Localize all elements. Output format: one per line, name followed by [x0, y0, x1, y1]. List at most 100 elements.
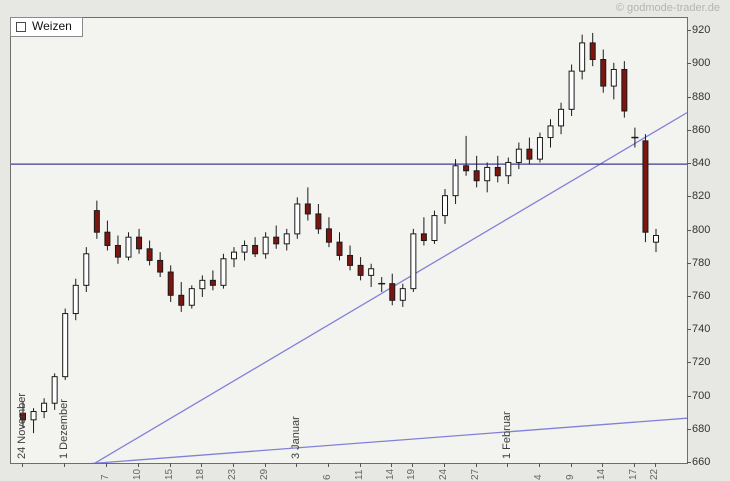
candle-down — [93, 210, 100, 233]
x-axis-label: 9 — [564, 474, 576, 480]
candle-up — [231, 251, 237, 260]
x-tick-mark — [296, 463, 298, 467]
x-axis-label: 1 Februar — [501, 411, 514, 459]
candle-down — [146, 248, 153, 261]
x-tick-mark — [264, 463, 266, 467]
y-tick-mark — [687, 96, 691, 98]
x-tick-mark — [538, 463, 540, 467]
candle-up — [505, 161, 512, 177]
candle-up — [72, 284, 79, 315]
y-axis-label: 760 — [692, 289, 711, 302]
candle-up — [30, 411, 37, 421]
candle-up — [536, 137, 543, 160]
candle-down — [167, 271, 174, 296]
x-axis-label: 15 — [163, 468, 175, 480]
candle-down — [209, 279, 216, 286]
candle-up — [547, 125, 554, 139]
y-tick-mark — [687, 362, 691, 364]
y-axis-label: 740 — [692, 323, 711, 336]
plot-area: Weizen — [10, 17, 688, 464]
candle-up — [51, 376, 58, 404]
candle-up — [41, 402, 48, 413]
x-axis-label: 24 November — [16, 392, 28, 459]
instrument-legend[interactable]: Weizen — [10, 17, 83, 37]
x-axis-label: 4 — [532, 474, 544, 480]
candle-up — [62, 313, 69, 378]
x-axis-label: 29 — [258, 468, 270, 480]
x-axis-label: 18 — [195, 468, 207, 480]
candle-down — [304, 203, 311, 215]
y-tick-mark — [687, 295, 691, 297]
x-tick-mark — [233, 463, 234, 467]
candle-down — [252, 244, 259, 255]
x-axis-label: 14 — [385, 468, 397, 480]
candle-up — [558, 108, 565, 127]
candle-down — [178, 294, 185, 306]
candle-up — [484, 166, 491, 182]
candle-down — [420, 233, 427, 242]
candle-up — [83, 253, 90, 286]
candle-up — [262, 236, 269, 255]
x-axis-label: 11 — [353, 469, 365, 480]
candle-down — [20, 412, 26, 421]
legend-label: Weizen — [32, 19, 72, 33]
y-axis-label: 700 — [692, 389, 711, 402]
candlestick-chart — [11, 32, 687, 463]
candle-down — [526, 148, 533, 160]
x-axis-label: 10 — [132, 468, 144, 480]
y-tick-mark — [687, 262, 691, 264]
x-tick-mark — [359, 463, 361, 467]
y-axis-label: 820 — [692, 190, 711, 203]
candle-up — [442, 195, 448, 217]
y-tick-mark — [687, 196, 691, 198]
y-axis-label: 660 — [692, 456, 711, 468]
candle-down — [389, 283, 396, 301]
x-axis-label: 24 — [438, 468, 449, 480]
x-tick-mark — [106, 463, 108, 467]
candle-down — [600, 59, 607, 87]
candle-up — [452, 165, 459, 197]
candle-up — [579, 42, 586, 72]
trendline-2 — [89, 417, 687, 463]
y-tick-mark — [687, 163, 691, 165]
x-tick-mark — [444, 463, 445, 467]
candle-down — [315, 213, 322, 230]
candle-up — [283, 233, 290, 245]
candle-down — [114, 244, 121, 258]
legend-checkbox-icon[interactable] — [16, 21, 26, 32]
y-tick-mark — [687, 329, 691, 331]
y-axis-label: 680 — [692, 422, 711, 435]
candle-down — [273, 236, 280, 245]
x-tick-mark — [169, 463, 171, 467]
x-tick-mark — [475, 463, 477, 467]
candle-down — [494, 166, 501, 177]
candle-up — [399, 288, 406, 301]
candle-up — [368, 268, 375, 276]
candle-up — [568, 70, 575, 110]
y-tick-mark — [687, 129, 691, 131]
candle-down — [347, 254, 354, 266]
candle-down — [325, 228, 332, 243]
candle-up — [431, 215, 438, 241]
candle-up — [515, 148, 522, 163]
candle-down — [357, 264, 364, 276]
y-axis-label: 840 — [692, 157, 711, 170]
candle-up — [199, 279, 206, 290]
y-axis-label: 900 — [692, 57, 711, 70]
candle-up — [241, 244, 248, 253]
candle-up — [188, 288, 195, 306]
x-tick-mark — [327, 463, 329, 467]
x-axis-label: 22 — [649, 468, 660, 480]
candle-down — [473, 170, 480, 182]
candle-down — [621, 68, 628, 112]
x-axis-label: 3 Januar — [290, 416, 303, 459]
y-tick-mark — [687, 30, 691, 32]
candle-up — [294, 203, 301, 235]
candle-down — [463, 165, 470, 172]
y-tick-mark — [687, 428, 691, 430]
x-tick-mark — [412, 463, 414, 467]
x-tick-mark — [138, 463, 140, 467]
candle-up — [125, 236, 132, 258]
x-tick-mark — [64, 463, 66, 467]
